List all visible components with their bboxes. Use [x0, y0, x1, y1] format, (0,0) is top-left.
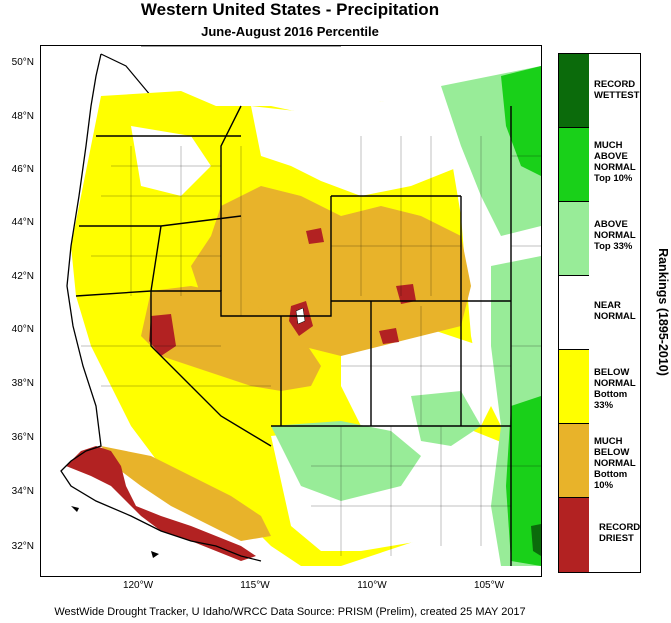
lon-label-115: 115°W	[240, 580, 270, 591]
county-lines	[81, 136, 541, 556]
region-record-driest-ca	[66, 446, 256, 561]
legend-box-4	[589, 276, 640, 350]
region-much-below-normal-nevada	[141, 286, 321, 391]
lat-label-32: 32°N	[11, 541, 34, 552]
region-record-wettest	[531, 524, 541, 556]
legend-swatch-much-above-normal	[559, 128, 589, 202]
lat-label-46: 46°N	[11, 164, 34, 175]
map-svg	[41, 46, 541, 576]
lon-label-120: 120°W	[122, 580, 154, 591]
legend-swatch-much-below-normal	[559, 424, 589, 498]
coastline	[60, 53, 262, 562]
legend-box-7	[589, 498, 640, 572]
lat-label-44: 44°N	[11, 217, 34, 228]
legend: RECORD WETTEST MUCH ABOVE NORMAL Top 10%…	[558, 53, 641, 573]
legend-label-much-below-normal: MUCH BELOW NORMAL Bottom 10%	[594, 436, 636, 491]
state-boundaries	[75, 105, 512, 566]
lat-label-42: 42°N	[11, 271, 34, 282]
region-near-normal-montana	[251, 101, 461, 196]
legend-label-much-above-normal: MUCH ABOVE NORMAL Top 10%	[594, 140, 636, 184]
legend-box-3	[589, 202, 640, 276]
lon-label-105: 105°W	[473, 580, 505, 591]
legend-label-record-wettest: RECORD WETTEST	[594, 79, 640, 101]
lat-label-34: 34°N	[11, 486, 34, 497]
region-much-below-normal-ca	[101, 446, 271, 541]
legend-swatch-above-normal	[559, 202, 589, 276]
lat-label-50: 50°N	[11, 57, 34, 68]
lat-label-40: 40°N	[11, 324, 34, 335]
region-above-normal-colorado	[411, 391, 481, 446]
lon-label-110: 110°W	[357, 580, 387, 591]
legend-label-record-driest: RECORD DRIEST	[599, 522, 641, 544]
region-record-driest-colorado	[379, 328, 399, 344]
region-above-normal-sw	[271, 421, 421, 501]
map-title: Western United States - Precipitation	[140, 0, 440, 19]
legend-box-6	[589, 424, 640, 498]
region-record-driest-nevada	[149, 314, 176, 356]
legend-swatch-record-wettest	[559, 54, 589, 128]
lat-label-48: 48°N	[11, 111, 34, 122]
legend-swatch-near-normal	[559, 276, 589, 350]
region-near-normal-nw	[131, 126, 211, 196]
legend-label-above-normal: ABOVE NORMAL Top 33%	[594, 219, 636, 252]
legend-box-2	[589, 128, 640, 202]
precipitation-map	[40, 45, 542, 577]
legend-axis-label: Rankings (1895-2010)	[656, 248, 670, 376]
region-much-above-normal-south	[506, 396, 541, 566]
legend-swatch-record-driest	[559, 498, 589, 572]
data-credit: WestWide Drought Tracker, U Idaho/WRCC D…	[54, 606, 526, 618]
legend-label-near-normal: NEAR NORMAL	[594, 300, 636, 322]
map-subtitle: June-August 2016 Percentile	[201, 24, 379, 39]
lat-label-36: 36°N	[11, 432, 34, 443]
legend-box-5	[589, 350, 640, 424]
legend-label-below-normal: BELOW NORMAL Bottom 33%	[594, 367, 636, 411]
lat-label-38: 38°N	[11, 378, 34, 389]
region-record-driest-idaho	[306, 228, 324, 244]
legend-swatch-below-normal	[559, 350, 589, 424]
legend-box-1	[589, 54, 640, 128]
region-much-above-normal-east	[501, 66, 541, 176]
